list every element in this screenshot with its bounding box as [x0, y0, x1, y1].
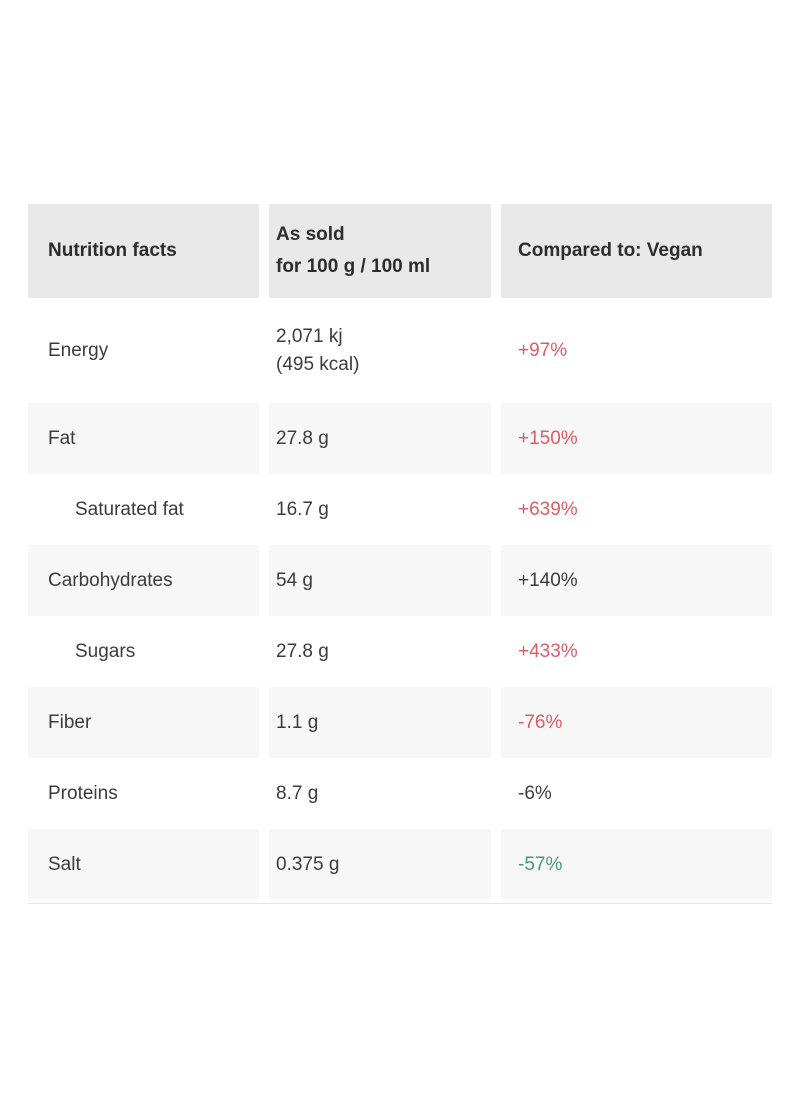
header-as-sold-line1: As sold	[276, 224, 345, 245]
row-value-saturated-fat: 16.7 g	[269, 474, 491, 545]
row-value-fat-lines: 27.8 g	[276, 425, 329, 453]
row-label-fat: Fat	[28, 403, 259, 474]
nutrition-facts-table: Nutrition facts As sold for 100 g / 100 …	[28, 204, 772, 904]
row-value-fiber-line1: 1.1 g	[276, 711, 319, 733]
row-value-sugars: 27.8 g	[269, 616, 491, 687]
row-value-salt-line1: 0.375 g	[276, 853, 340, 875]
header-as-sold-line2: for 100 g / 100 ml	[276, 256, 431, 277]
row-value-carbohydrates-lines: 54 g	[276, 567, 313, 595]
row-label-sugars: Sugars	[28, 616, 259, 687]
header-cell-nutrition-facts: Nutrition facts	[28, 204, 259, 298]
row-value-fiber-lines: 1.1 g	[276, 709, 318, 737]
row-comparison-sugars: +433%	[501, 616, 772, 687]
row-label-energy: Energy	[28, 298, 259, 403]
row-value-salt: 0.375 g	[269, 829, 491, 900]
row-value-saturated-fat-lines: 16.7 g	[276, 496, 329, 524]
row-comparison-salt: -57%	[501, 829, 772, 900]
row-comparison-fat: +150%	[501, 403, 772, 474]
row-label-carbohydrates: Carbohydrates	[28, 545, 259, 616]
row-value-fat: 27.8 g	[269, 403, 491, 474]
row-value-energy-line2: (495 kcal)	[276, 353, 360, 375]
row-label-salt: Salt	[28, 829, 259, 900]
row-value-carbohydrates: 54 g	[269, 545, 491, 616]
row-value-fat-line1: 27.8 g	[276, 427, 329, 449]
row-value-energy-lines: 2,071 kj (495 kcal)	[276, 323, 359, 379]
header-cell-compared-to: Compared to: Vegan	[501, 204, 772, 298]
row-comparison-energy: +97%	[501, 298, 772, 403]
header-as-sold-lines: As sold for 100 g / 100 ml	[276, 219, 430, 283]
row-value-salt-lines: 0.375 g	[276, 851, 339, 879]
row-value-fiber: 1.1 g	[269, 687, 491, 758]
header-cell-as-sold: As sold for 100 g / 100 ml	[269, 204, 491, 298]
row-value-carbohydrates-line1: 54 g	[276, 569, 313, 591]
row-label-saturated-fat: Saturated fat	[28, 474, 259, 545]
row-comparison-saturated-fat: +639%	[501, 474, 772, 545]
row-value-energy-line1: 2,071 kj	[276, 325, 343, 347]
row-comparison-fiber: -76%	[501, 687, 772, 758]
row-value-sugars-line1: 27.8 g	[276, 640, 329, 662]
row-label-fiber: Fiber	[28, 687, 259, 758]
row-comparison-carbohydrates: +140%	[501, 545, 772, 616]
row-value-energy: 2,071 kj (495 kcal)	[269, 298, 491, 403]
row-value-proteins-line1: 8.7 g	[276, 782, 319, 804]
row-value-proteins: 8.7 g	[269, 758, 491, 829]
row-value-proteins-lines: 8.7 g	[276, 780, 318, 808]
row-comparison-proteins: -6%	[501, 758, 772, 829]
row-label-proteins: Proteins	[28, 758, 259, 829]
row-value-sugars-lines: 27.8 g	[276, 638, 329, 666]
row-value-saturated-fat-line1: 16.7 g	[276, 498, 329, 520]
